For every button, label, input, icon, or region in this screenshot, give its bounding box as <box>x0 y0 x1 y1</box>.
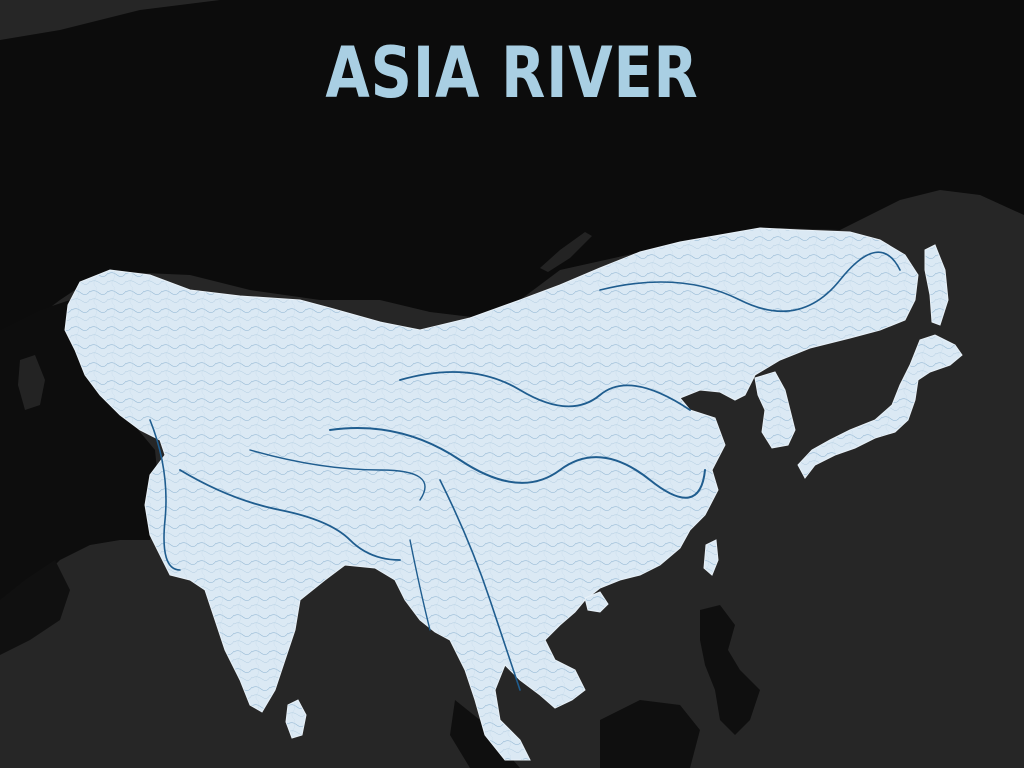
hainan-island <box>584 591 609 613</box>
africa-landmass <box>0 560 70 655</box>
caspian-sea <box>18 355 45 410</box>
ganges-river <box>179 469 401 561</box>
map-title: ASIA RIVER <box>325 32 699 114</box>
taiwan-island <box>703 539 719 576</box>
amur-river <box>599 251 901 312</box>
sakhalin-island <box>924 244 949 326</box>
mekong-river <box>439 479 521 691</box>
borneo-landmass <box>600 700 700 768</box>
japan-islands <box>797 334 963 479</box>
indus-river <box>149 419 181 571</box>
major-rivers <box>149 251 901 691</box>
baikal-lake <box>540 232 592 272</box>
korea-peninsula <box>754 371 796 449</box>
yangtze-river <box>329 427 706 499</box>
brahmaputra-river <box>249 449 426 501</box>
irrawaddy-river <box>409 539 431 631</box>
sri-lanka-island <box>285 699 307 739</box>
yellow-river <box>399 371 691 411</box>
philippines-landmass <box>700 605 760 735</box>
asia-river-basin <box>64 227 919 761</box>
northern-landmass <box>0 0 1024 340</box>
